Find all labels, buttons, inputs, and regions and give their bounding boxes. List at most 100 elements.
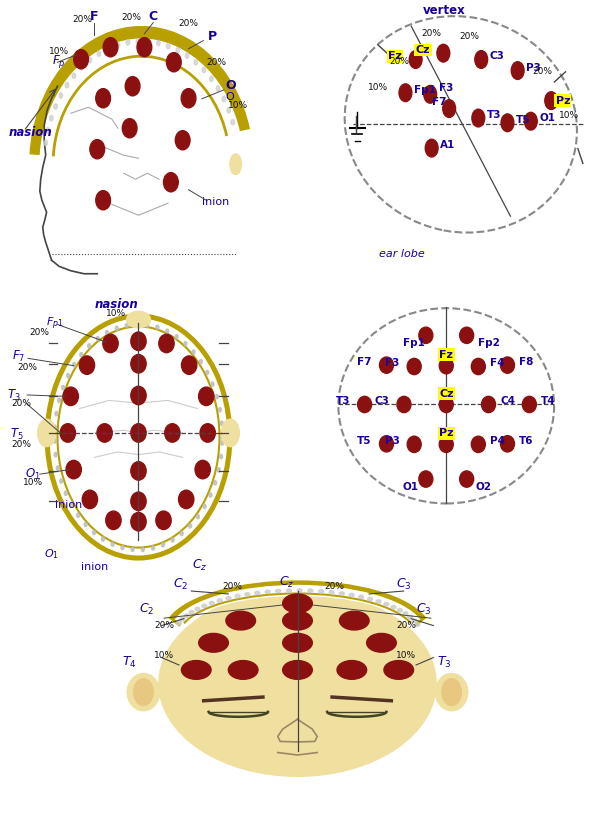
Ellipse shape xyxy=(167,44,170,48)
Ellipse shape xyxy=(65,82,69,88)
Text: C: C xyxy=(149,10,158,23)
Ellipse shape xyxy=(202,604,207,607)
Text: T5: T5 xyxy=(516,115,531,125)
Text: nasion: nasion xyxy=(95,298,138,311)
Ellipse shape xyxy=(180,531,183,536)
Ellipse shape xyxy=(181,89,196,108)
Text: Fz: Fz xyxy=(389,51,402,62)
Ellipse shape xyxy=(77,513,80,517)
Text: ear lobe: ear lobe xyxy=(379,249,425,259)
Ellipse shape xyxy=(131,354,146,373)
Ellipse shape xyxy=(228,661,258,679)
Ellipse shape xyxy=(437,44,450,62)
Ellipse shape xyxy=(216,85,220,91)
Ellipse shape xyxy=(90,140,105,159)
Text: 20%: 20% xyxy=(73,15,93,24)
Ellipse shape xyxy=(227,108,230,113)
Text: $F_p$: $F_p$ xyxy=(52,53,65,70)
Text: Pz: Pz xyxy=(556,95,570,106)
Ellipse shape xyxy=(103,335,118,353)
Text: O2: O2 xyxy=(475,482,491,492)
Ellipse shape xyxy=(97,423,112,442)
Ellipse shape xyxy=(391,606,396,609)
Ellipse shape xyxy=(136,39,140,44)
Text: P3: P3 xyxy=(527,62,541,72)
Ellipse shape xyxy=(195,460,211,478)
Ellipse shape xyxy=(79,356,95,374)
Ellipse shape xyxy=(202,67,206,72)
Ellipse shape xyxy=(399,84,412,102)
Ellipse shape xyxy=(137,38,152,57)
Text: 20%: 20% xyxy=(17,363,37,372)
Text: O: O xyxy=(226,79,236,92)
Ellipse shape xyxy=(211,382,214,386)
Ellipse shape xyxy=(439,358,453,374)
Text: 20%: 20% xyxy=(325,582,345,591)
Ellipse shape xyxy=(93,530,95,534)
Text: $C_3$: $C_3$ xyxy=(396,577,412,592)
Ellipse shape xyxy=(142,547,145,552)
Text: 10%: 10% xyxy=(106,309,126,318)
Text: 20%: 20% xyxy=(421,29,441,38)
Ellipse shape xyxy=(96,89,111,108)
Ellipse shape xyxy=(359,595,364,598)
Text: inion: inion xyxy=(202,196,229,207)
Ellipse shape xyxy=(329,590,334,594)
Ellipse shape xyxy=(131,512,146,531)
Ellipse shape xyxy=(166,329,168,334)
Ellipse shape xyxy=(63,387,79,405)
Text: O1: O1 xyxy=(540,113,556,123)
Ellipse shape xyxy=(125,76,140,96)
Ellipse shape xyxy=(286,589,292,593)
Ellipse shape xyxy=(283,762,312,770)
Text: Fp1: Fp1 xyxy=(414,85,436,95)
Ellipse shape xyxy=(44,141,48,145)
Text: vertex: vertex xyxy=(423,3,466,16)
Text: F3: F3 xyxy=(385,358,399,368)
Text: $C_2$: $C_2$ xyxy=(139,603,155,617)
Ellipse shape xyxy=(409,51,422,68)
Ellipse shape xyxy=(217,598,223,603)
Ellipse shape xyxy=(126,323,129,328)
Ellipse shape xyxy=(175,335,178,339)
Ellipse shape xyxy=(103,38,118,57)
Text: P3: P3 xyxy=(385,436,400,446)
Ellipse shape xyxy=(283,594,312,612)
Text: 20%: 20% xyxy=(30,328,49,337)
Ellipse shape xyxy=(419,327,433,344)
Text: inion: inion xyxy=(55,500,82,510)
Text: 20%: 20% xyxy=(12,399,32,409)
Ellipse shape xyxy=(87,344,90,348)
Text: T3: T3 xyxy=(336,396,350,406)
Ellipse shape xyxy=(61,386,64,390)
Ellipse shape xyxy=(339,592,345,595)
Text: P: P xyxy=(208,30,217,43)
Ellipse shape xyxy=(49,115,53,121)
Text: F7: F7 xyxy=(358,357,372,367)
Ellipse shape xyxy=(255,591,260,594)
Ellipse shape xyxy=(195,607,200,611)
Text: 10%: 10% xyxy=(396,651,416,660)
Ellipse shape xyxy=(380,357,393,373)
Ellipse shape xyxy=(199,387,214,405)
Ellipse shape xyxy=(511,62,524,80)
Ellipse shape xyxy=(245,593,250,596)
Text: $F_{p1}$: $F_{p1}$ xyxy=(46,315,63,331)
Ellipse shape xyxy=(403,612,408,616)
Ellipse shape xyxy=(97,51,101,57)
Ellipse shape xyxy=(439,436,453,452)
Ellipse shape xyxy=(501,114,514,132)
Ellipse shape xyxy=(275,589,281,593)
Ellipse shape xyxy=(408,616,413,619)
Ellipse shape xyxy=(199,634,228,652)
Text: $C_2$: $C_2$ xyxy=(173,577,189,592)
Ellipse shape xyxy=(53,439,56,443)
Ellipse shape xyxy=(59,93,62,98)
Ellipse shape xyxy=(64,491,67,496)
Text: 10%: 10% xyxy=(23,478,43,487)
Ellipse shape xyxy=(231,119,234,125)
Ellipse shape xyxy=(111,542,114,547)
Ellipse shape xyxy=(367,634,396,652)
Text: 20%: 20% xyxy=(389,58,409,67)
Ellipse shape xyxy=(199,359,202,364)
